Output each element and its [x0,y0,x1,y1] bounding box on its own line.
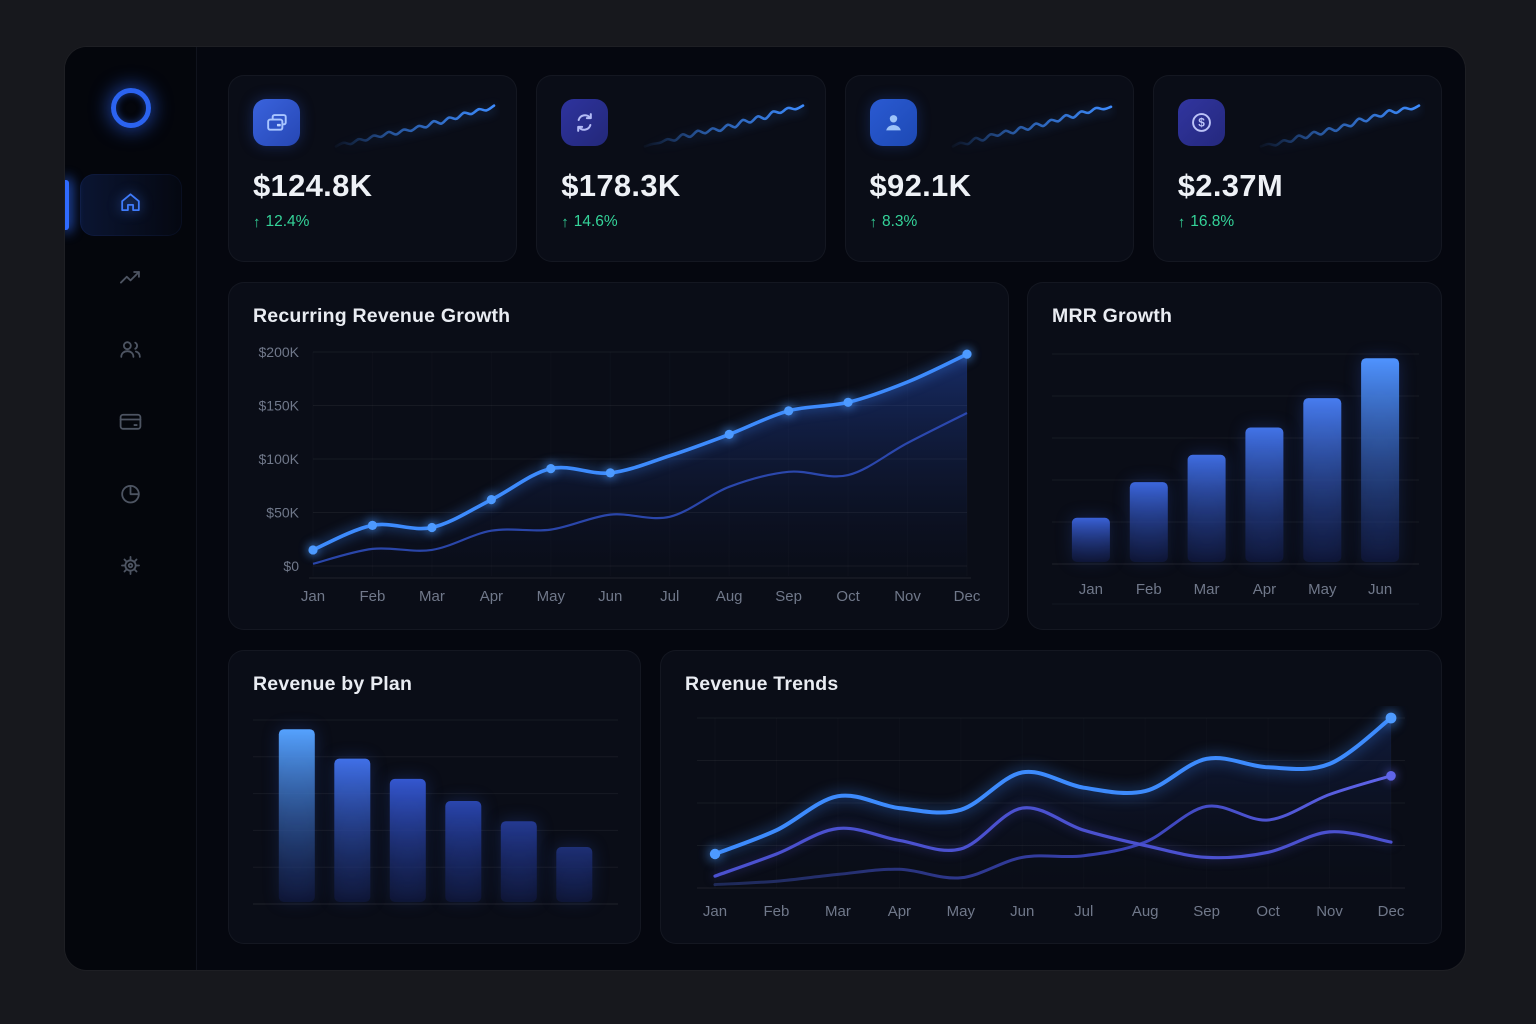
pie-chart-icon [117,480,144,512]
kpi-change-value: 8.3% [882,213,918,230]
kpi-value: $124.8K [253,168,373,203]
svg-text:Apr: Apr [480,588,503,605]
kpi-change-value: 16.8% [1190,213,1235,230]
dollar-circle-icon: $ [1177,99,1225,146]
svg-text:$: $ [1198,116,1205,130]
mrr-growth-card: MRR Growth Jan Feb Mar Apr May Jun [1027,282,1442,630]
svg-text:Apr: Apr [888,903,911,920]
kpi-change: ↑ 16.8% [1178,213,1419,231]
sparkline [1259,104,1421,148]
svg-text:Jun: Jun [598,588,622,605]
sidebar-item-reports[interactable] [103,468,159,524]
app-logo[interactable] [110,88,151,128]
kpi-value: $92.1K [869,168,972,203]
svg-text:May: May [537,588,566,605]
recurring-revenue-card: Recurring Revenue Growth $0 $50K $100K $150… [228,282,1009,630]
up-arrow-icon: ↑ [561,213,569,231]
credit-card-icon [117,408,144,440]
svg-text:Dec: Dec [1378,903,1405,920]
svg-text:Mar: Mar [825,903,851,920]
svg-text:Jan: Jan [703,903,727,920]
kpi-value: $2.37M [1177,168,1283,203]
user-icon [869,99,917,146]
svg-text:Apr: Apr [1253,581,1276,598]
line-chart-icon [117,264,144,296]
svg-text:Jul: Jul [1074,903,1093,920]
chart-title: Revenue Trends [685,673,839,695]
up-arrow-icon: ↑ [253,213,261,231]
svg-text:$200K: $200K [259,344,300,360]
main-content: $124.8K ↑ 12.4% [197,47,1465,970]
sparkline [951,105,1113,148]
kpi-change-value: 14.6% [573,213,618,230]
svg-text:May: May [947,903,976,920]
home-icon [117,189,144,221]
kpi-change: ↑ 14.6% [561,213,802,231]
up-arrow-icon: ↑ [869,213,878,231]
svg-text:Jan: Jan [1079,581,1103,598]
sidebar-item-home[interactable] [65,174,182,236]
kpi-change: ↑ 8.3% [870,213,1111,231]
svg-text:$0: $0 [283,558,299,574]
svg-text:Feb: Feb [1136,581,1162,598]
revenue-by-plan-chart [253,706,618,929]
svg-text:Oct: Oct [836,588,860,605]
svg-text:Jun: Jun [1368,581,1392,598]
svg-text:Aug: Aug [1132,903,1159,920]
chart-title: Recurring Revenue Growth [253,305,511,327]
mrr-growth-chart: Jan Feb Mar Apr May Jun [1052,338,1419,615]
kpi-change: ↑ 12.4% [253,213,494,231]
sync-icon [561,99,609,146]
sparkline [643,104,804,148]
svg-text:Jan: Jan [301,588,325,605]
svg-text:Sep: Sep [775,588,802,605]
kpi-card-recurring[interactable]: $178.3K ↑ 14.6% [536,75,826,262]
svg-text:Jun: Jun [1010,903,1034,920]
chart-title: Revenue by Plan [253,673,413,695]
chart-title: MRR Growth [1052,305,1173,327]
svg-text:Mar: Mar [419,588,445,605]
kpi-row: $124.8K ↑ 12.4% [228,75,1442,262]
svg-text:Sep: Sep [1193,903,1220,920]
kpi-card-revenue[interactable]: $124.8K ↑ 12.4% [228,75,518,262]
revenue-by-plan-card: Revenue by Plan [228,650,641,944]
svg-text:Nov: Nov [1316,903,1343,920]
recurring-revenue-chart: $0 $50K $100K $150K $200K Jan Feb Mar Apr May Jun… [253,338,984,615]
svg-text:Mar: Mar [1194,581,1220,598]
sidebar-item-customers[interactable] [103,324,159,380]
sidebar-item-analytics[interactable] [103,252,159,308]
up-arrow-icon: ↑ [1177,213,1186,231]
sidebar-item-billing[interactable] [103,396,159,452]
svg-text:Feb: Feb [764,903,790,920]
sidebar-item-settings[interactable] [103,540,159,596]
svg-text:Feb: Feb [360,588,386,605]
gear-icon [117,552,144,584]
svg-text:Dec: Dec [954,588,981,605]
kpi-card-customers[interactable]: $92.1K ↑ 8.3% [844,75,1134,262]
users-icon [117,336,144,368]
svg-text:$150K: $150K [259,398,300,414]
sparkline [334,104,496,148]
charts-row: Recurring Revenue Growth $0 $50K $100K $150… [228,282,1442,630]
svg-text:$50K: $50K [266,505,299,521]
svg-text:$100K: $100K [259,451,300,467]
revenue-trends-chart: Jan Feb Mar Apr May Jun Jul Aug Sep Oct Nov Dec [685,706,1417,929]
svg-text:Aug: Aug [716,588,743,605]
svg-text:Jul: Jul [660,588,679,605]
kpi-change-value: 12.4% [265,213,310,230]
svg-text:Oct: Oct [1256,903,1280,920]
bottom-row: Revenue by Plan Revenue Trends [228,650,1442,944]
svg-text:May: May [1308,581,1337,598]
sidebar-nav [65,174,182,596]
revenue-trends-card: Revenue Trends Jan Feb Mar Apr May Jun Jul Aug S… [660,650,1442,944]
sidebar [65,47,197,970]
kpi-card-total[interactable]: $ $2.37M ↑ 16.8% [1152,75,1442,262]
wallet-icon [253,99,300,146]
kpi-value: $178.3K [561,168,681,203]
svg-text:Nov: Nov [894,588,921,605]
app-panel: $124.8K ↑ 12.4% [65,47,1465,970]
